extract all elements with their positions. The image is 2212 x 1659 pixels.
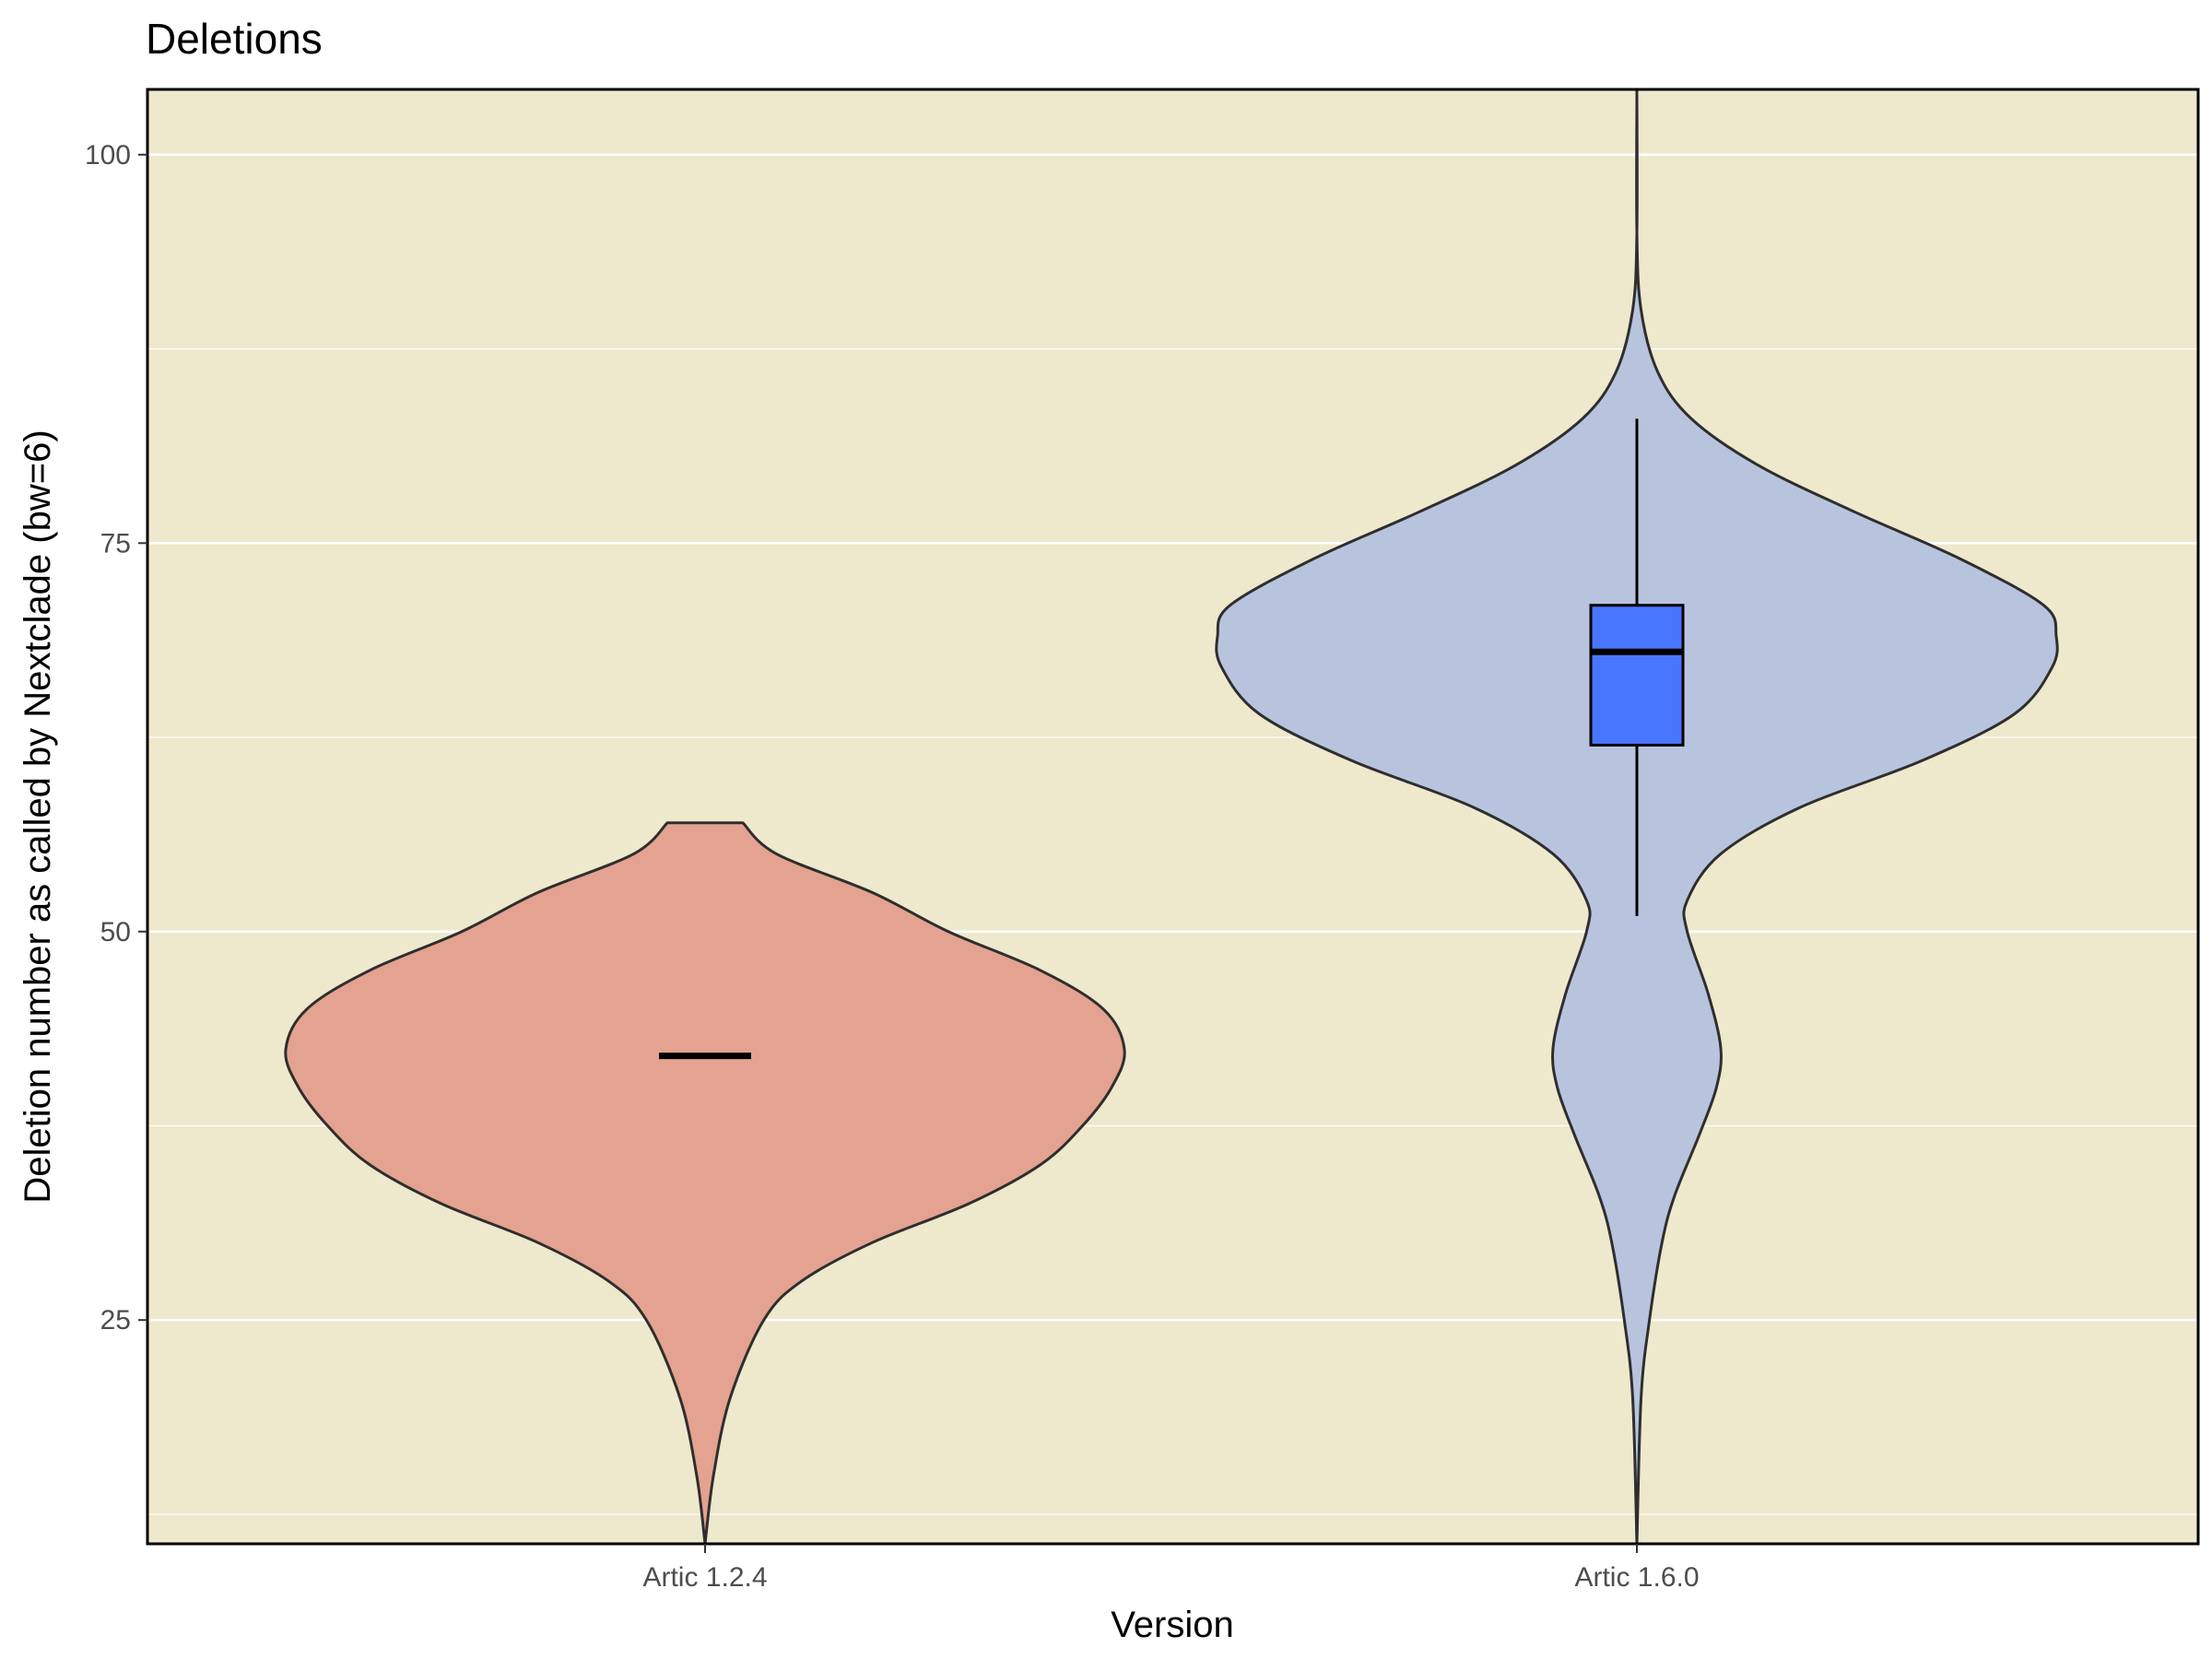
y-tick-label: 75 bbox=[100, 528, 131, 559]
boxplots bbox=[659, 418, 1685, 1060]
y-axis: 25 50 75 100 bbox=[85, 140, 147, 1335]
plot-panel bbox=[147, 89, 2198, 1544]
x-axis-title: Version bbox=[1111, 1605, 1233, 1645]
x-tick-label: Artic 1.2.4 bbox=[642, 1562, 767, 1593]
plot-border bbox=[146, 88, 2200, 1546]
x-axis: Artic 1.2.4 Artic 1.6.0 bbox=[642, 1544, 1700, 1593]
y-tick-label: 50 bbox=[100, 917, 131, 947]
y-tick-label: 100 bbox=[85, 140, 131, 171]
x-tick-label: Artic 1.6.0 bbox=[1574, 1562, 1699, 1593]
box-iqr bbox=[1589, 604, 1685, 747]
y-axis-title: Deletion number as called by Nextclade (… bbox=[18, 429, 58, 1203]
y-tick-label: 25 bbox=[100, 1305, 131, 1335]
chart-title: Deletions bbox=[146, 15, 323, 63]
violin-1 bbox=[284, 821, 1126, 1546]
